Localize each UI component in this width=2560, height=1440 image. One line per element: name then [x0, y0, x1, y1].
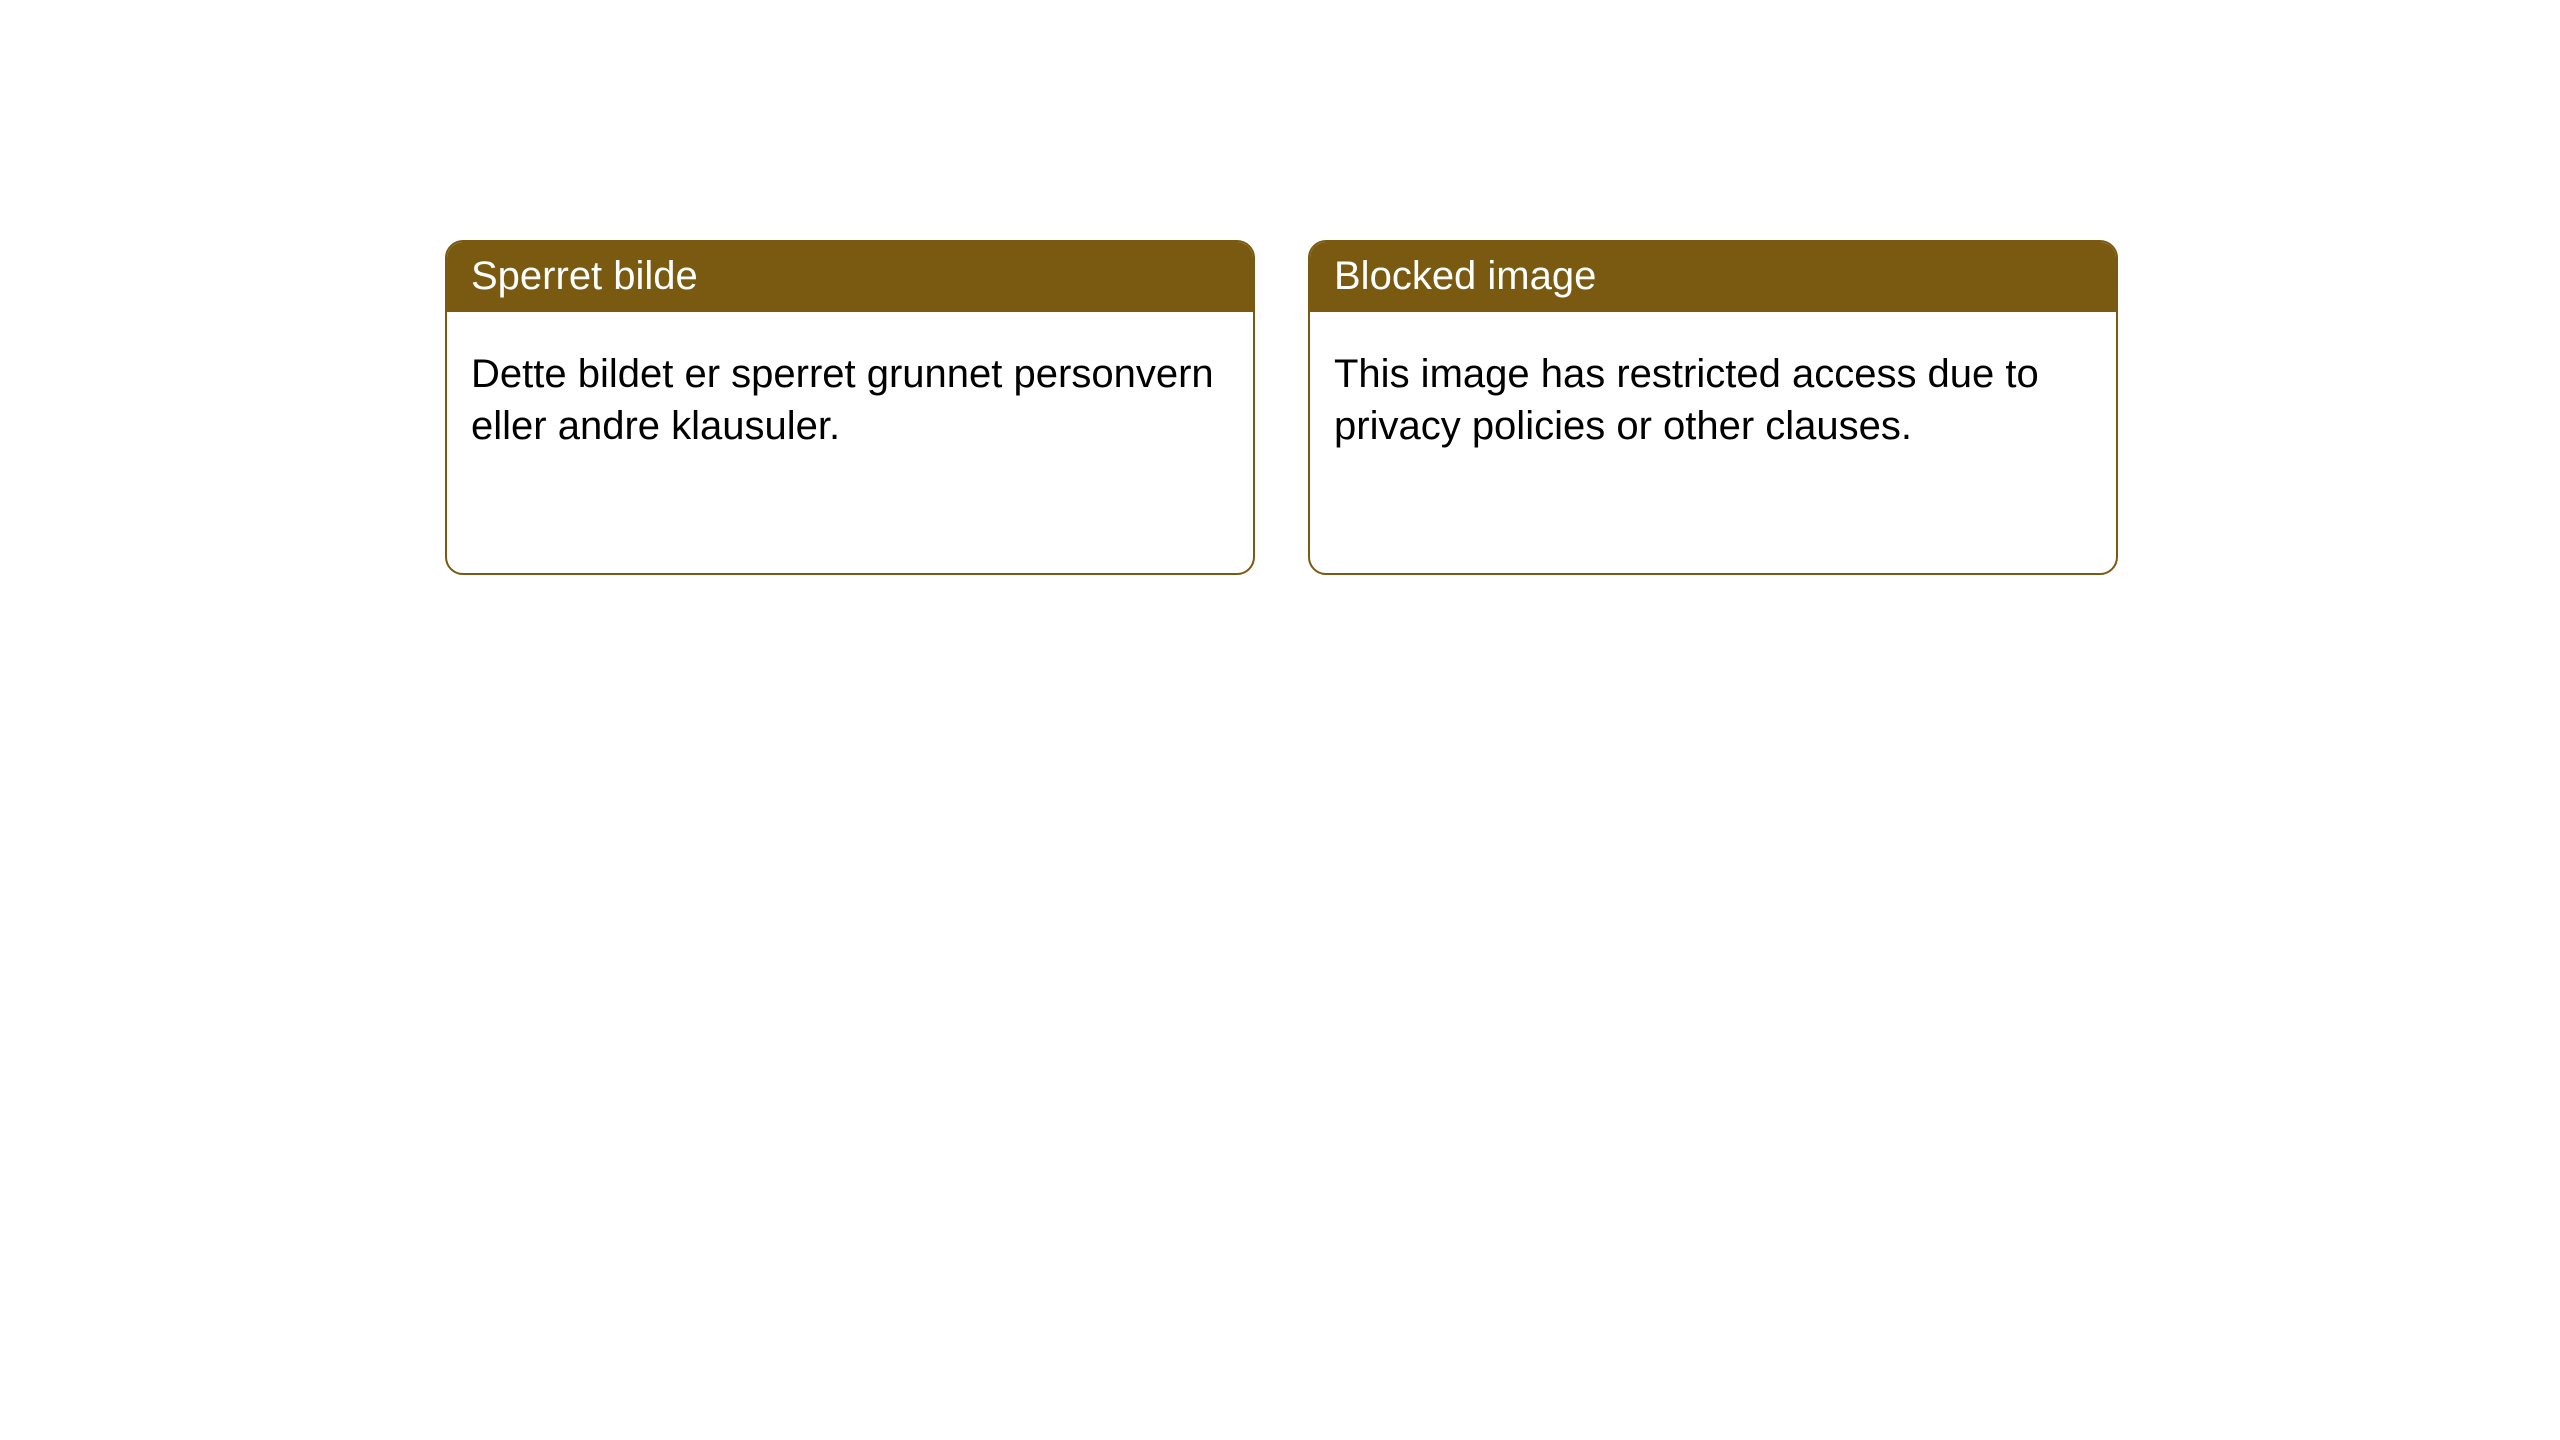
notice-header-no: Sperret bilde [447, 242, 1253, 312]
notice-cards-container: Sperret bilde Dette bildet er sperret gr… [445, 240, 2118, 575]
notice-body-no: Dette bildet er sperret grunnet personve… [447, 312, 1253, 476]
notice-header-en: Blocked image [1310, 242, 2116, 312]
notice-card-no: Sperret bilde Dette bildet er sperret gr… [445, 240, 1255, 575]
notice-body-en: This image has restricted access due to … [1310, 312, 2116, 476]
notice-card-en: Blocked image This image has restricted … [1308, 240, 2118, 575]
